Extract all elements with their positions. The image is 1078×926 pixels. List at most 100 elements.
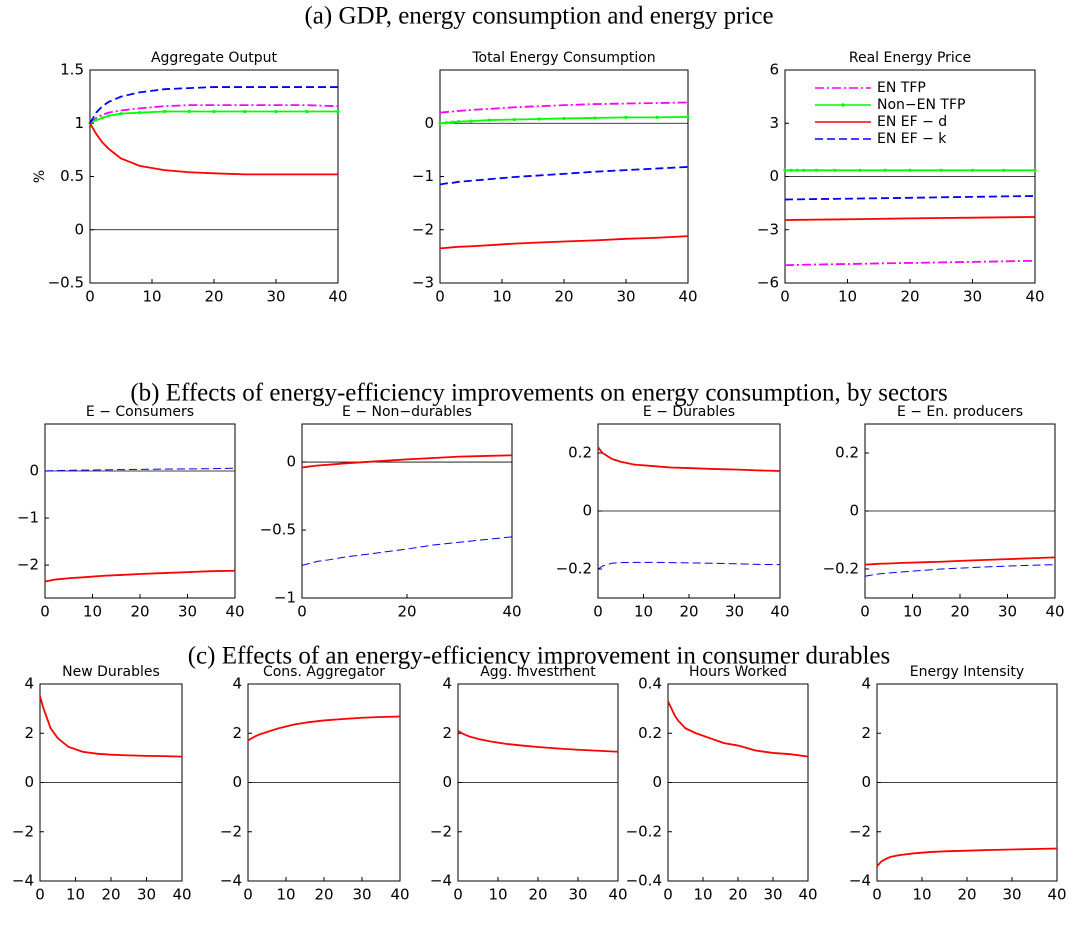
y-tick-label: 0: [24, 773, 34, 791]
y-tick-label: −0.2: [626, 822, 662, 840]
y-tick-label: −0.5: [260, 521, 296, 539]
x-tick-label: 40: [608, 886, 627, 904]
series-line: [784, 259, 1036, 267]
series-line: [439, 166, 689, 186]
series-marker: [883, 168, 887, 172]
y-tick-label: 0: [286, 453, 296, 471]
series-marker: [212, 109, 216, 114]
series-marker: [107, 114, 111, 118]
x-tick-label: 30: [568, 886, 587, 904]
y-tick-label: 0: [74, 220, 84, 238]
x-tick-label: 20: [101, 886, 120, 904]
series-line: [39, 696, 183, 758]
series-marker: [593, 116, 597, 120]
series-line: [439, 101, 689, 114]
y-tick-label: −1: [17, 509, 39, 527]
x-tick-label: 10: [903, 603, 922, 621]
x-tick-label: 30: [998, 603, 1017, 621]
x-tick-label: 20: [900, 288, 919, 306]
series-marker: [833, 168, 837, 172]
x-tick-label: 20: [314, 886, 333, 904]
series-marker: [119, 112, 123, 116]
y-tick-label: 0: [849, 502, 859, 520]
y-tick-label: −2: [412, 220, 434, 238]
y-tick-label: −6: [757, 274, 779, 292]
series-marker: [488, 118, 492, 122]
y-tick-label: 1: [74, 114, 84, 132]
x-tick-label: 40: [328, 288, 347, 306]
legend-label: EN EF − d: [877, 114, 947, 130]
series-line: [876, 847, 1058, 867]
series-marker: [783, 168, 787, 172]
y-tick-label: −2: [430, 822, 452, 840]
series-marker: [802, 168, 806, 172]
y-tick-label: 3: [769, 114, 779, 132]
series-marker: [939, 168, 943, 172]
series-line: [785, 216, 1036, 221]
series-marker: [138, 111, 142, 115]
x-tick-label: 10: [634, 603, 653, 621]
x-tick-label: 10: [492, 288, 511, 306]
x-tick-label: 20: [950, 603, 969, 621]
plot-frame: [439, 69, 689, 284]
legend-label: EN EF − k: [877, 131, 947, 147]
x-tick-label: 10: [838, 288, 857, 306]
series-line: [864, 556, 1056, 566]
series-marker: [450, 120, 454, 124]
x-tick-label: 30: [725, 603, 744, 621]
y-tick-label: −1: [412, 167, 434, 185]
x-tick-label: 10: [488, 886, 507, 904]
x-tick-label: 10: [693, 886, 712, 904]
series-line: [247, 715, 401, 742]
chart-title: Cons. Aggregator: [263, 664, 385, 680]
x-tick-label: 20: [528, 886, 547, 904]
y-tick-label: −2: [12, 822, 34, 840]
y-tick-label: −4: [430, 872, 452, 890]
plot-frame: [301, 423, 513, 599]
series-line: [44, 569, 236, 583]
x-tick-label: 20: [204, 288, 223, 306]
series-line: [457, 730, 619, 753]
y-tick-label: 2: [861, 724, 871, 742]
chart-title: E − Durables: [643, 404, 735, 420]
x-tick-label: 30: [616, 288, 635, 306]
series-marker: [814, 168, 818, 172]
series-marker: [457, 120, 461, 124]
y-tick-label: 0.4: [638, 675, 662, 693]
y-tick-label: 2: [232, 724, 242, 742]
series-marker: [100, 116, 104, 120]
y-tick-label: −0.2: [823, 560, 859, 578]
plot-frame: [89, 69, 339, 284]
x-tick-label: 40: [390, 886, 409, 904]
chart-title: E − Consumers: [86, 404, 194, 420]
y-tick-label: 0.2: [568, 444, 592, 462]
series-marker: [469, 119, 473, 123]
section-heading: (b) Effects of energy-efficiency improve…: [130, 380, 947, 407]
series-line: [667, 700, 809, 758]
x-tick-label: 10: [83, 603, 102, 621]
series-marker: [243, 109, 247, 114]
series-marker: [162, 109, 166, 114]
x-tick-label: 40: [770, 603, 789, 621]
y-tick-label: 0: [769, 167, 779, 185]
chart-title: Agg. Investment: [480, 664, 596, 680]
legend-marker: [841, 103, 845, 107]
y-tick-label: −0.4: [626, 872, 662, 890]
y-tick-label: −2: [17, 556, 39, 574]
y-tick-label: 4: [232, 675, 242, 693]
y-tick-label: 2: [24, 724, 34, 742]
y-tick-label: −2: [849, 822, 871, 840]
series-marker: [655, 115, 659, 119]
x-tick-label: 30: [963, 288, 982, 306]
series-marker: [908, 168, 912, 172]
y-tick-label: −4: [220, 872, 242, 890]
y-tick-label: 4: [442, 675, 452, 693]
x-tick-label: 20: [728, 886, 747, 904]
y-tick-label: −2: [220, 822, 242, 840]
x-tick-label: 0: [593, 603, 603, 621]
x-tick-label: 30: [137, 886, 156, 904]
series-line: [44, 467, 236, 472]
series-line: [89, 110, 338, 125]
x-tick-label: 0: [872, 886, 882, 904]
